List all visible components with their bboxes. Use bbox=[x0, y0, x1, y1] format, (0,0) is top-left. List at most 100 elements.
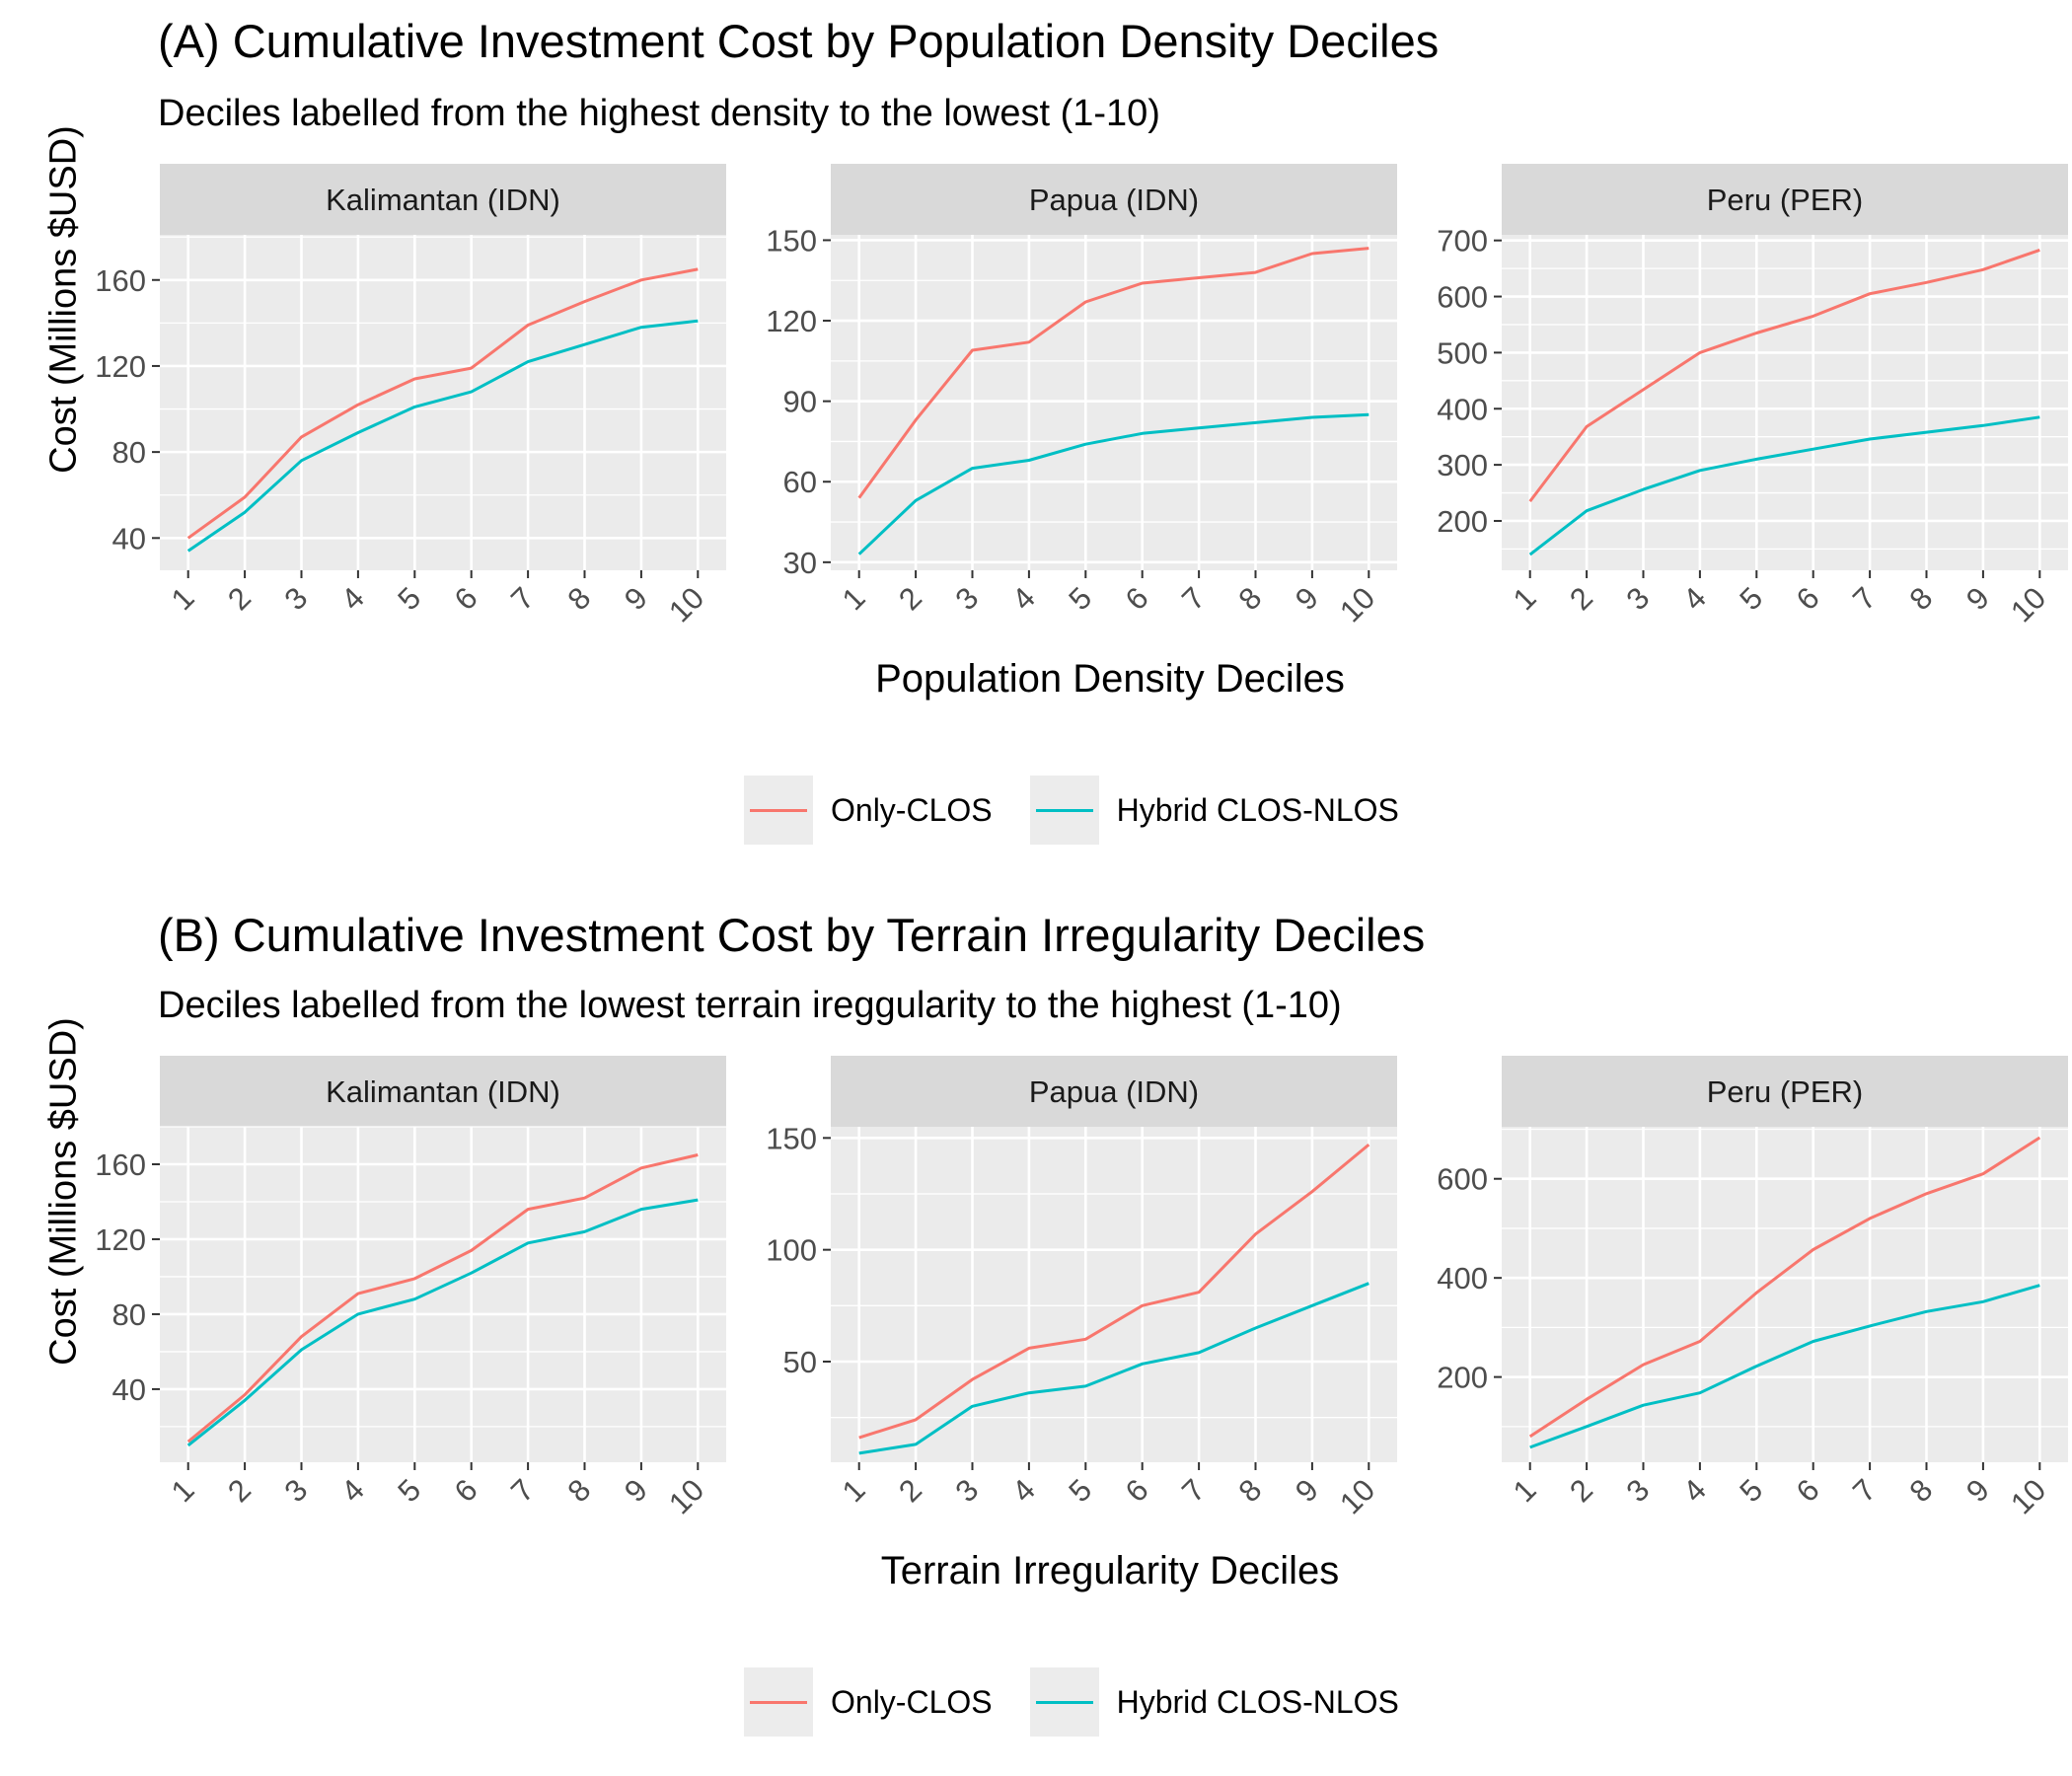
series-line-only-clos bbox=[858, 1143, 1370, 1440]
facet-strip bbox=[1502, 164, 2068, 235]
x-tick-label: 3 bbox=[949, 1472, 986, 1509]
x-tick-label: 2 bbox=[892, 580, 928, 617]
x-tick-label: 3 bbox=[949, 580, 986, 617]
x-tick-label: 7 bbox=[1846, 580, 1883, 617]
legend-item-only-clos: Only-CLOS bbox=[744, 1667, 993, 1737]
x-tick-label: 9 bbox=[1960, 1472, 1996, 1509]
x-tick-label: 5 bbox=[1062, 580, 1098, 617]
x-tick-label: 4 bbox=[1676, 1472, 1713, 1509]
section-b-title: (B) Cumulative Investment Cost by Terrai… bbox=[158, 909, 1426, 961]
x-tick-label: 2 bbox=[1563, 1472, 1599, 1509]
y-tick-label: 150 bbox=[766, 223, 817, 258]
y-tick-label: 80 bbox=[112, 1297, 146, 1332]
x-tick-label: 1 bbox=[165, 580, 201, 617]
x-tick-label: 6 bbox=[1790, 1472, 1826, 1509]
x-tick-label: 10 bbox=[662, 580, 710, 629]
facet-label: Kalimantan (IDN) bbox=[326, 1074, 560, 1109]
y-tick-label: 600 bbox=[1437, 1162, 1488, 1197]
legend-item-only-clos: Only-CLOS bbox=[744, 776, 993, 845]
y-tick-label: 50 bbox=[783, 1345, 817, 1379]
x-tick-label: 9 bbox=[618, 1472, 654, 1509]
plot-panel bbox=[1502, 1127, 2068, 1462]
x-tick-label: 2 bbox=[221, 580, 258, 617]
x-tick-label: 8 bbox=[1232, 580, 1269, 617]
x-tick-label: 3 bbox=[278, 580, 315, 617]
facet-label: Kalimantan (IDN) bbox=[326, 183, 560, 217]
y-tick-label: 120 bbox=[95, 349, 146, 384]
x-tick-label: 7 bbox=[504, 1472, 541, 1509]
plot-panel bbox=[831, 235, 1397, 570]
y-tick-label: 120 bbox=[95, 1222, 146, 1257]
x-tick-label: 10 bbox=[662, 1472, 710, 1520]
y-tick-label: 400 bbox=[1437, 1261, 1488, 1295]
section-b-subtitle: Deciles labelled from the lowest terrain… bbox=[158, 985, 1342, 1026]
x-tick-label: 3 bbox=[278, 1472, 315, 1509]
legend-key-only-clos bbox=[744, 1667, 813, 1737]
series-line-hybrid bbox=[186, 1198, 699, 1447]
x-tick-label: 3 bbox=[1620, 1472, 1657, 1509]
series-line-only-clos bbox=[1528, 1136, 2041, 1439]
x-tick-label: 7 bbox=[1175, 1472, 1212, 1509]
y-tick-label: 700 bbox=[1437, 224, 1488, 259]
series-line-only-clos bbox=[1528, 248, 2040, 503]
x-tick-label: 1 bbox=[165, 1472, 201, 1509]
y-tick-label: 40 bbox=[112, 521, 146, 555]
plot-panel bbox=[1502, 235, 2068, 570]
x-tick-label: 6 bbox=[1119, 580, 1155, 617]
y-tick-label: 160 bbox=[95, 1147, 146, 1182]
x-tick-label: 7 bbox=[1846, 1472, 1883, 1509]
series-line-hybrid bbox=[857, 412, 1369, 555]
legend-key-hybrid bbox=[1029, 1667, 1099, 1737]
y-tick-label: 500 bbox=[1437, 335, 1488, 370]
facet-strip bbox=[160, 164, 726, 235]
y-tick-label: 160 bbox=[95, 263, 146, 298]
chart-b-peru: Peru (PER) 200 400 600 1 2 3 4 5 6 7 8 9 10 bbox=[1437, 1056, 2068, 1520]
section-a-xlabel: Population Density Deciles bbox=[875, 657, 1345, 701]
plot-panel bbox=[160, 1127, 726, 1462]
facet-label: Papua (IDN) bbox=[1029, 1074, 1199, 1109]
x-tick-label: 3 bbox=[1620, 580, 1657, 617]
x-tick-label: 7 bbox=[504, 580, 541, 617]
x-tick-label: 8 bbox=[561, 1472, 598, 1509]
section-a-title: (A) Cumulative Investment Cost by Popula… bbox=[158, 15, 1440, 67]
x-tick-label: 4 bbox=[1005, 580, 1042, 617]
x-tick-label: 1 bbox=[836, 580, 872, 617]
chart-b-papua: Papua (IDN) 50 100 150 1 2 3 4 5 6 7 8 9 10 bbox=[766, 1056, 1397, 1520]
y-tick-label: 90 bbox=[783, 385, 817, 419]
x-tick-label: 9 bbox=[1289, 580, 1325, 617]
y-tick-label: 120 bbox=[766, 304, 817, 338]
y-tick-label: 100 bbox=[766, 1233, 817, 1268]
x-tick-label: 2 bbox=[221, 1472, 258, 1509]
facet-label: Peru (PER) bbox=[1707, 1074, 1863, 1109]
x-tick-label: 1 bbox=[836, 1472, 872, 1509]
legend-key-only-clos bbox=[744, 776, 813, 845]
y-tick-label: 400 bbox=[1437, 392, 1488, 426]
y-tick-label: 40 bbox=[112, 1372, 146, 1407]
x-tick-label: 8 bbox=[1903, 1472, 1940, 1509]
facet-strip bbox=[1502, 1056, 2068, 1127]
x-tick-label: 5 bbox=[391, 580, 427, 617]
series-line-hybrid bbox=[858, 1282, 1369, 1455]
x-tick-label: 8 bbox=[1903, 580, 1940, 617]
x-tick-label: 2 bbox=[1563, 580, 1599, 617]
legend-key-hybrid bbox=[1029, 776, 1099, 845]
series-line-hybrid bbox=[186, 319, 699, 553]
y-tick-label: 200 bbox=[1437, 1361, 1488, 1395]
x-tick-label: 10 bbox=[2004, 580, 2052, 629]
chart-a-peru: Peru (PER) 200 300 400 500 600 700 1 2 3 4 5 6 7 8 9 10 bbox=[1437, 164, 2068, 629]
y-tick-label: 200 bbox=[1437, 504, 1488, 539]
legend-label-only-clos: Only-CLOS bbox=[831, 1683, 993, 1720]
series-line-hybrid bbox=[1528, 415, 2040, 556]
chart-b-kalimantan: Kalimantan (IDN) 40 80 120 160 1 2 3 4 5 6 7 8 9 10 bbox=[95, 1056, 726, 1520]
x-tick-label: 2 bbox=[892, 1472, 928, 1509]
legend-item-hybrid: Hybrid CLOS-NLOS bbox=[1029, 776, 1399, 845]
facet-strip bbox=[831, 1056, 1397, 1127]
legend-label-hybrid: Hybrid CLOS-NLOS bbox=[1116, 791, 1399, 828]
y-tick-label: 30 bbox=[783, 546, 817, 580]
series-line-only-clos bbox=[857, 247, 1369, 499]
x-tick-label: 6 bbox=[448, 1472, 484, 1509]
chart-a-kalimantan: Kalimantan (IDN) 40 80 120 160 1 2 3 4 5 6 7 8 9 10 bbox=[95, 164, 726, 629]
facet-label: Peru (PER) bbox=[1707, 183, 1863, 217]
chart-a-papua: Papua (IDN) 30 60 90 120 150 1 2 3 4 5 6 7 8 9 10 bbox=[766, 164, 1397, 629]
section-a-subtitle: Deciles labelled from the highest densit… bbox=[158, 93, 1160, 134]
